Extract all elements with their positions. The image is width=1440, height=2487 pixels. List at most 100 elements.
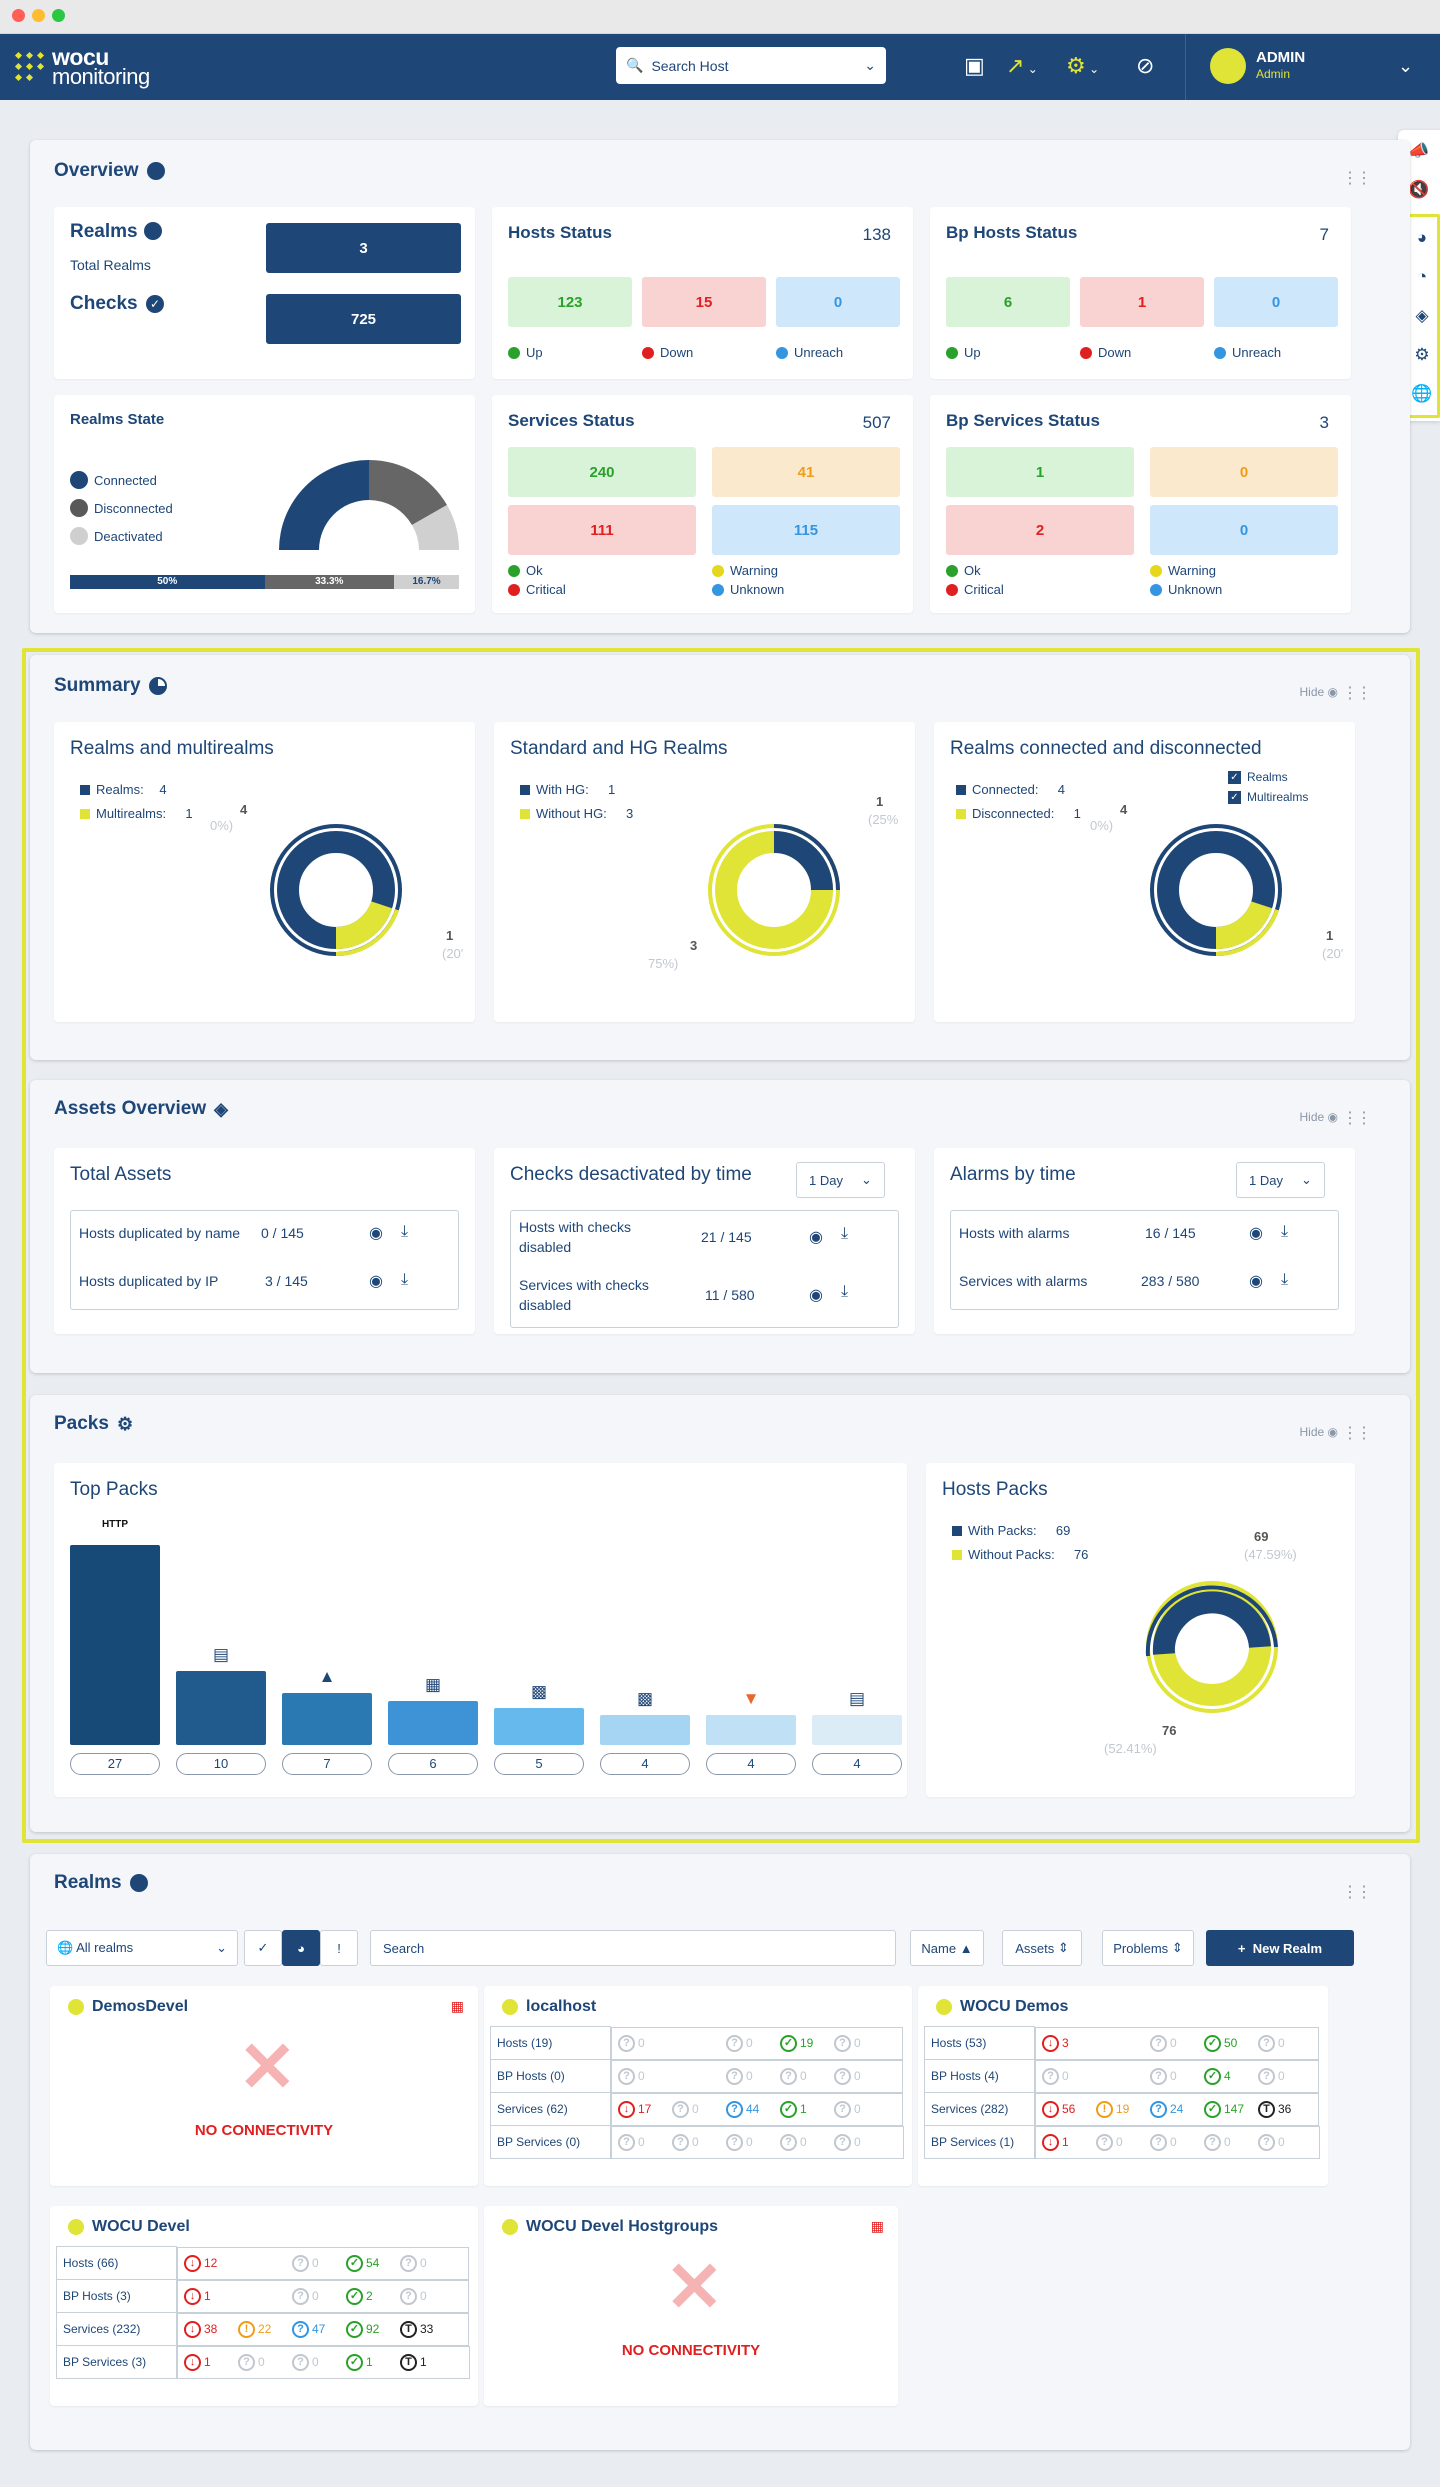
services-unknown-tile[interactable]: 115	[712, 505, 900, 555]
hosts-down-tile[interactable]: 15	[642, 277, 766, 327]
filter-ok-button[interactable]: ✓	[244, 1930, 282, 1966]
eye-icon[interactable]: ◉	[1249, 1273, 1263, 1290]
status-counter[interactable]: ? 0	[834, 2133, 888, 2151]
drag-handle-icon[interactable]: ⋮⋮	[1342, 685, 1372, 702]
status-counter[interactable]: ! 19	[1096, 2100, 1150, 2118]
bp-hosts-up-tile[interactable]: 6	[946, 277, 1070, 327]
status-counter[interactable]: ? 0	[1150, 2133, 1204, 2151]
status-counter[interactable]: ? 0	[618, 2067, 672, 2085]
packs-nav-icon[interactable]: ⚙	[1414, 345, 1430, 364]
table-row[interactable]: BP Hosts (3) ↓ 1? 0 ✓ 2? 0	[56, 2279, 470, 2313]
hide-packs-toggle[interactable]: Hide ◉	[1299, 1425, 1339, 1439]
user-menu-chevron-icon[interactable]: ⌄	[1398, 56, 1414, 76]
status-counter[interactable]: ? 24	[1150, 2100, 1204, 2118]
close-window-dot[interactable]	[12, 9, 25, 22]
status-counter[interactable]: ? 0	[618, 2133, 672, 2151]
sort-assets-button[interactable]: Assets ⇕	[1002, 1930, 1082, 1966]
table-row[interactable]: Hosts (66) ↓ 12? 0 ✓ 54? 0	[56, 2246, 470, 2280]
status-counter[interactable]: ↓ 1	[1042, 2133, 1096, 2151]
status-counter[interactable]: ↓ 56	[1042, 2100, 1096, 2118]
status-counter[interactable]: ↓ 3	[1042, 2034, 1096, 2052]
multirealms-filter-checkbox[interactable]: ✓ Multirealms	[1228, 790, 1308, 804]
bp-services-warning-tile[interactable]: 0	[1150, 447, 1338, 497]
drag-handle-icon[interactable]: ⋮⋮	[1342, 1110, 1372, 1127]
status-counter[interactable]: ✓ 50	[1204, 2034, 1258, 2052]
realms-filter-checkbox[interactable]: ✓ Realms	[1228, 770, 1288, 784]
pack-bar-4[interactable]	[494, 1708, 584, 1745]
pack-bar-1[interactable]	[176, 1671, 266, 1745]
realm-card[interactable]: WOCU Devel Hostgroups ✕ NO CONNECTIVITY ▦	[484, 2206, 898, 2406]
eye-icon[interactable]: ◉	[809, 1287, 823, 1304]
status-counter[interactable]: ✓ 4	[1204, 2067, 1258, 2085]
status-counter[interactable]: ? 47	[292, 2320, 346, 2338]
pack-bar-7[interactable]	[812, 1715, 902, 1745]
drag-handle-icon[interactable]: ⋮⋮	[1342, 1884, 1372, 1901]
realms-search-input[interactable]: Search	[370, 1930, 896, 1966]
status-counter[interactable]: ↓ 12	[184, 2254, 238, 2272]
status-counter[interactable]: ? 0	[834, 2100, 888, 2118]
realm-filter-select[interactable]: 🌐 All realms ⌄	[46, 1930, 238, 1966]
status-counter[interactable]: ? 0	[726, 2133, 780, 2151]
alarms-period-select[interactable]: 1 Day ⌄	[1236, 1162, 1325, 1198]
drag-handle-icon[interactable]: ⋮⋮	[1342, 170, 1372, 187]
download-icon[interactable]: ⤓	[841, 1283, 849, 1300]
sort-problems-button[interactable]: Problems ⇕	[1102, 1930, 1194, 1966]
realm-card[interactable]: localhost Hosts (19)? 0? 0 ✓ 19? 0 BP Hosts (0)…	[484, 1986, 912, 2186]
pack-bar-2[interactable]	[282, 1693, 372, 1745]
status-counter[interactable]: ? 0	[400, 2287, 454, 2305]
checks-period-select[interactable]: 1 Day ⌄	[796, 1162, 885, 1198]
avatar[interactable]	[1210, 48, 1246, 84]
table-row[interactable]: Services (232) ↓ 38! 22? 47 ✓ 92 T 33	[56, 2312, 470, 2346]
status-counter[interactable]: ? 0	[726, 2034, 780, 2052]
table-row[interactable]: BP Hosts (0)? 0? 0? 0? 0	[490, 2059, 904, 2093]
status-counter[interactable]: ? 0	[672, 2100, 726, 2118]
status-counter[interactable]: ? 0	[834, 2034, 888, 2052]
minimize-window-dot[interactable]	[32, 9, 45, 22]
status-counter[interactable]: ? 0	[292, 2287, 346, 2305]
status-counter[interactable]: ? 0	[1042, 2067, 1096, 2085]
status-counter[interactable]: ? 0	[1150, 2067, 1204, 2085]
download-icon[interactable]: ⤓	[1281, 1223, 1289, 1240]
bp-services-ok-tile[interactable]: 1	[946, 447, 1134, 497]
status-counter[interactable]: ? 44	[726, 2100, 780, 2118]
sort-name-button[interactable]: Name ▲	[910, 1930, 984, 1966]
services-ok-tile[interactable]: 240	[508, 447, 696, 497]
status-counter[interactable]: ? 0	[292, 2254, 346, 2272]
hide-assets-toggle[interactable]: Hide ◉	[1299, 1110, 1339, 1124]
status-counter[interactable]: ✓ 1	[780, 2100, 834, 2118]
status-counter[interactable]: ↓ 38	[184, 2320, 238, 2338]
status-counter[interactable]: ! 22	[238, 2320, 292, 2338]
status-counter[interactable]: ↓ 1	[184, 2287, 238, 2305]
status-counter[interactable]: ? 0	[618, 2034, 672, 2052]
status-counter[interactable]: ? 0	[726, 2067, 780, 2085]
bp-hosts-down-tile[interactable]: 1	[1080, 277, 1204, 327]
status-counter[interactable]: ✓ 2	[346, 2287, 400, 2305]
bp-services-unknown-tile[interactable]: 0	[1150, 505, 1338, 555]
download-icon[interactable]: ⤓	[1281, 1271, 1289, 1288]
drag-handle-icon[interactable]: ⋮⋮	[1342, 1425, 1372, 1442]
book-icon[interactable]: ▣	[964, 53, 985, 78]
status-counter[interactable]: ✓ 92	[346, 2320, 400, 2338]
status-counter[interactable]: ✓ 19	[780, 2034, 834, 2052]
realms-nav-icon[interactable]: 🌐	[1411, 384, 1433, 403]
status-counter[interactable]: ↓ 17	[618, 2100, 672, 2118]
hide-summary-toggle[interactable]: Hide ◉	[1299, 685, 1339, 699]
external-link-icon[interactable]: ↗ ⌄	[1006, 53, 1038, 78]
status-counter[interactable]: ? 0	[672, 2133, 726, 2151]
alarm-mute-icon[interactable]: 🔇	[1408, 180, 1430, 199]
table-row[interactable]: Hosts (19)? 0? 0 ✓ 19? 0	[490, 2026, 904, 2060]
pack-bar-0[interactable]	[70, 1545, 160, 1745]
filter-realms-button[interactable]: ◕	[282, 1930, 320, 1966]
eye-icon[interactable]: ◉	[369, 1225, 383, 1242]
table-row[interactable]: BP Hosts (4)? 0? 0 ✓ 4? 0	[924, 2059, 1320, 2093]
status-counter[interactable]: ✓ 1	[346, 2353, 400, 2371]
status-counter[interactable]: ? 0	[1258, 2034, 1312, 2052]
table-row[interactable]: Services (62) ↓ 17? 0? 44 ✓ 1? 0	[490, 2092, 904, 2126]
status-counter[interactable]: ? 0	[1258, 2133, 1312, 2151]
cogs-icon[interactable]: ⚙ ⌄	[1066, 53, 1100, 78]
bp-services-critical-tile[interactable]: 2	[946, 505, 1134, 555]
hosts-up-tile[interactable]: 123	[508, 277, 632, 327]
status-counter[interactable]: ✓ 147	[1204, 2100, 1258, 2118]
status-counter[interactable]: ? 0	[780, 2067, 834, 2085]
